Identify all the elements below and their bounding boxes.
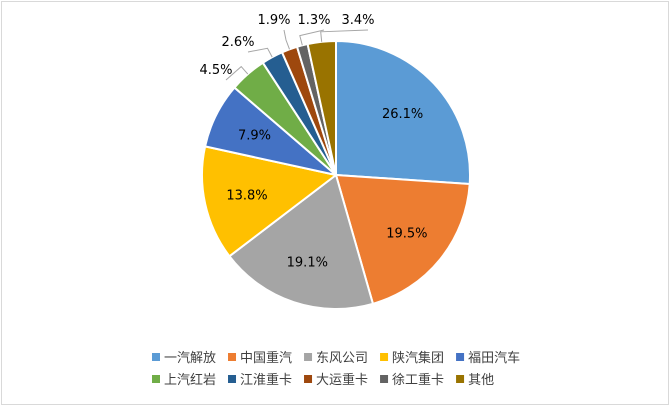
leader-line-7 (247, 47, 273, 58)
legend-item-7: 江淮重卡 (228, 372, 292, 388)
pie-slice-4 (201, 145, 339, 258)
leader-line-10 (320, 29, 369, 42)
legend-swatch (304, 375, 313, 383)
legend-swatch (456, 375, 465, 383)
legend-item-2: 中国重汽 (228, 350, 292, 366)
leader-line-6 (225, 65, 249, 81)
data-label-6: 4.5% (199, 63, 232, 78)
legend-swatch (152, 375, 160, 383)
data-label-2: 19.5% (386, 226, 427, 241)
legend-swatch (380, 353, 389, 361)
pie-slice-1 (335, 39, 472, 186)
legend-label: 江淮重卡 (240, 372, 292, 388)
legend-swatch (228, 375, 237, 383)
data-label-1: 26.1% (382, 107, 423, 122)
data-label-3: 19.1% (287, 256, 328, 271)
pie-slice-3 (228, 173, 375, 311)
pie-slice-2 (334, 173, 471, 306)
legend-label: 上汽红岩 (164, 372, 216, 388)
legend-item-3: 东风公司 (304, 351, 368, 366)
legend-swatch (380, 375, 389, 383)
leader-line-9 (299, 29, 325, 46)
data-label-9: 1.3% (297, 13, 330, 28)
legend-label: 东风公司 (316, 351, 368, 366)
legend-item-5: 福田汽车 (456, 350, 520, 366)
legend-item-4: 陕汽集团 (380, 350, 444, 366)
legend-label: 徐工重卡 (392, 372, 444, 388)
legend-item-9: 徐工重卡 (380, 372, 444, 388)
legend-label: 福田汽车 (468, 350, 520, 366)
data-label-10: 3.4% (341, 13, 374, 28)
data-label-5: 7.9% (238, 128, 271, 143)
legend-label: 大运重卡 (316, 372, 368, 388)
data-label-7: 2.6% (221, 35, 254, 50)
legend-label: 一汽解放 (164, 351, 216, 366)
legend-item-8: 大运重卡 (304, 372, 368, 388)
legend-item-10: 其他 (456, 373, 494, 388)
legend-swatch (152, 353, 160, 361)
legend-label: 中国重汽 (240, 350, 292, 366)
legend-item-6: 上汽红岩 (152, 372, 216, 388)
data-label-4: 13.8% (226, 189, 267, 204)
legend-label: 其他 (468, 373, 494, 388)
data-labels: 26.1% 19.5% 19.1% 13.8% 7.9% 4.5% 2.6%1.9% 1.3%… (199, 13, 427, 271)
legend-swatch (228, 353, 237, 361)
legend-swatch (304, 353, 313, 361)
legend-label: 陕汽集团 (392, 350, 444, 366)
data-label-8: 1.9% (257, 13, 290, 28)
pie-slices (201, 39, 472, 311)
legend-swatch (456, 353, 465, 361)
leader-line-8 (283, 29, 290, 50)
leader-lines (225, 29, 369, 81)
legend-item-1: 一汽解放 (152, 351, 216, 366)
